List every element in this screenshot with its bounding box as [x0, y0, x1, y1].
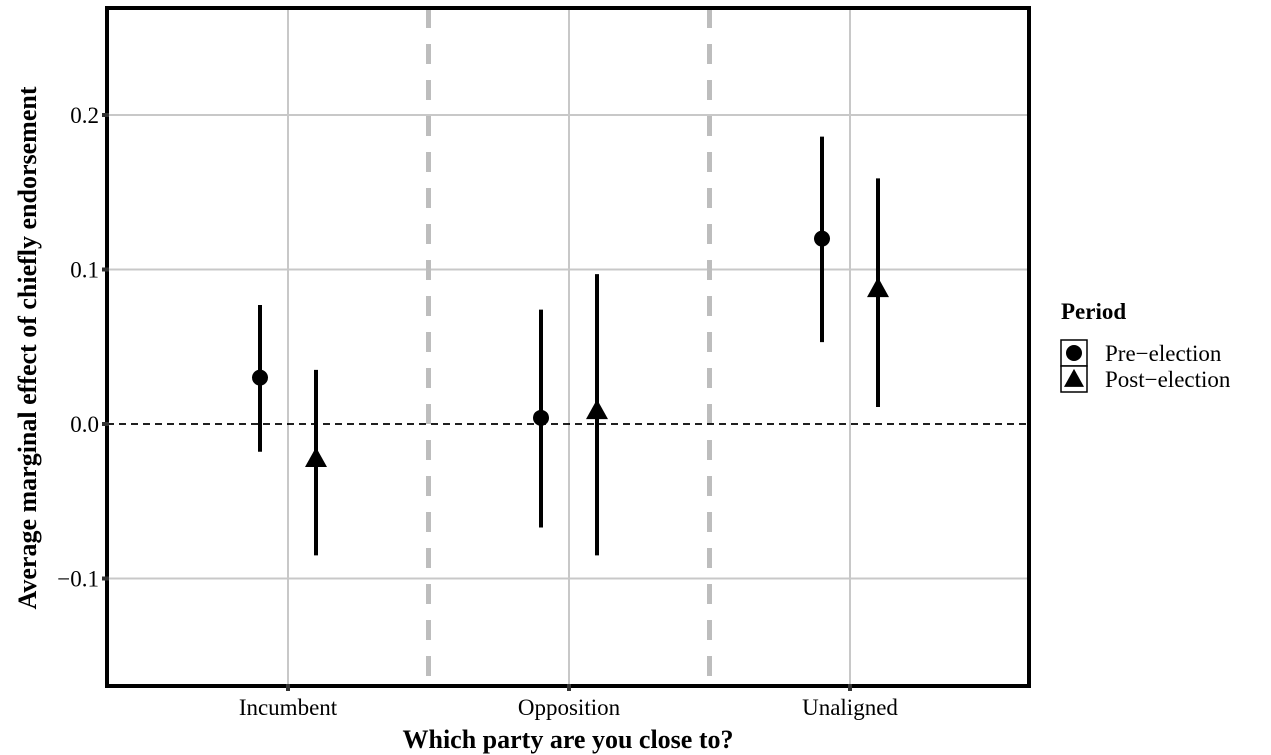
legend-label: Pre−election [1105, 341, 1222, 366]
data-point [586, 399, 608, 420]
data-point [533, 409, 549, 426]
ticks-layer: −0.1 0.0 0.1 0.2 Incumbent Opposition Unaligne… [57, 103, 898, 720]
data-point [252, 369, 268, 386]
x-tick-label: Incumbent [239, 695, 338, 720]
data-point [814, 230, 830, 247]
series-pre-election [252, 136, 830, 528]
y-tick-label: −0.1 [57, 567, 99, 592]
legend-label: Post−election [1105, 367, 1231, 392]
data-point [305, 447, 327, 468]
legend-title: Period [1061, 299, 1126, 324]
legend-key-circle [1066, 345, 1082, 361]
series-post-election [305, 178, 889, 556]
marks-layer [252, 136, 889, 556]
y-tick-label: 0.2 [70, 103, 99, 128]
x-tick-label: Opposition [518, 695, 621, 720]
grid-layer [107, 8, 1029, 686]
y-tick-label: 0.0 [70, 412, 99, 437]
y-axis-title: Average marginal effect of chiefly endor… [13, 86, 42, 609]
x-tick-label: Unaligned [802, 695, 898, 720]
legend-key-triangle [1064, 368, 1084, 387]
x-axis-title: Which party are you close to? [403, 725, 734, 754]
y-tick-label: 0.1 [70, 258, 99, 283]
separator-layer [426, 8, 712, 686]
data-point [867, 277, 889, 298]
